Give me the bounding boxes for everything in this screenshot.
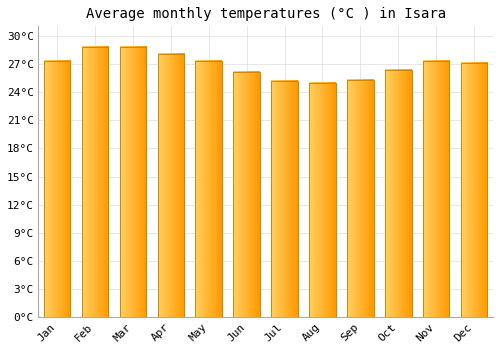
Bar [82, 47, 108, 317]
Bar [385, 70, 411, 317]
Bar [120, 47, 146, 317]
Bar [234, 72, 260, 317]
Bar [347, 80, 374, 317]
Bar [309, 83, 336, 317]
Bar [272, 81, 298, 317]
Bar [423, 61, 450, 317]
Bar [196, 61, 222, 317]
Bar [461, 63, 487, 317]
Bar [158, 54, 184, 317]
Title: Average monthly temperatures (°C ) in Isara: Average monthly temperatures (°C ) in Is… [86, 7, 446, 21]
Bar [44, 61, 70, 317]
